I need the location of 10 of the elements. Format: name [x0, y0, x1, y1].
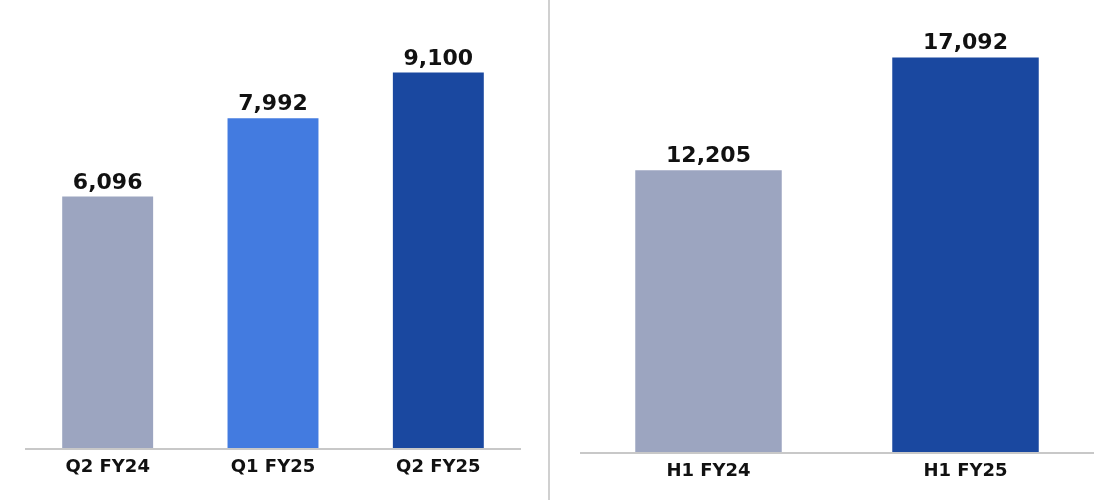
data-label: 17,092 [923, 29, 1008, 55]
x-tick-label: H1 FY25 [923, 458, 1008, 480]
data-label: 6,096 [72, 168, 143, 194]
x-tick-label: Q1 FY25 [230, 454, 316, 476]
data-label: 9,100 [403, 44, 474, 70]
x-tick-label: Q2 FY25 [396, 454, 481, 476]
data-label: 12,205 [666, 142, 751, 168]
x-tick-label: Q2 FY24 [65, 454, 150, 476]
data-label: 7,992 [238, 90, 308, 116]
x-tick-label: H1 FY24 [666, 458, 751, 480]
